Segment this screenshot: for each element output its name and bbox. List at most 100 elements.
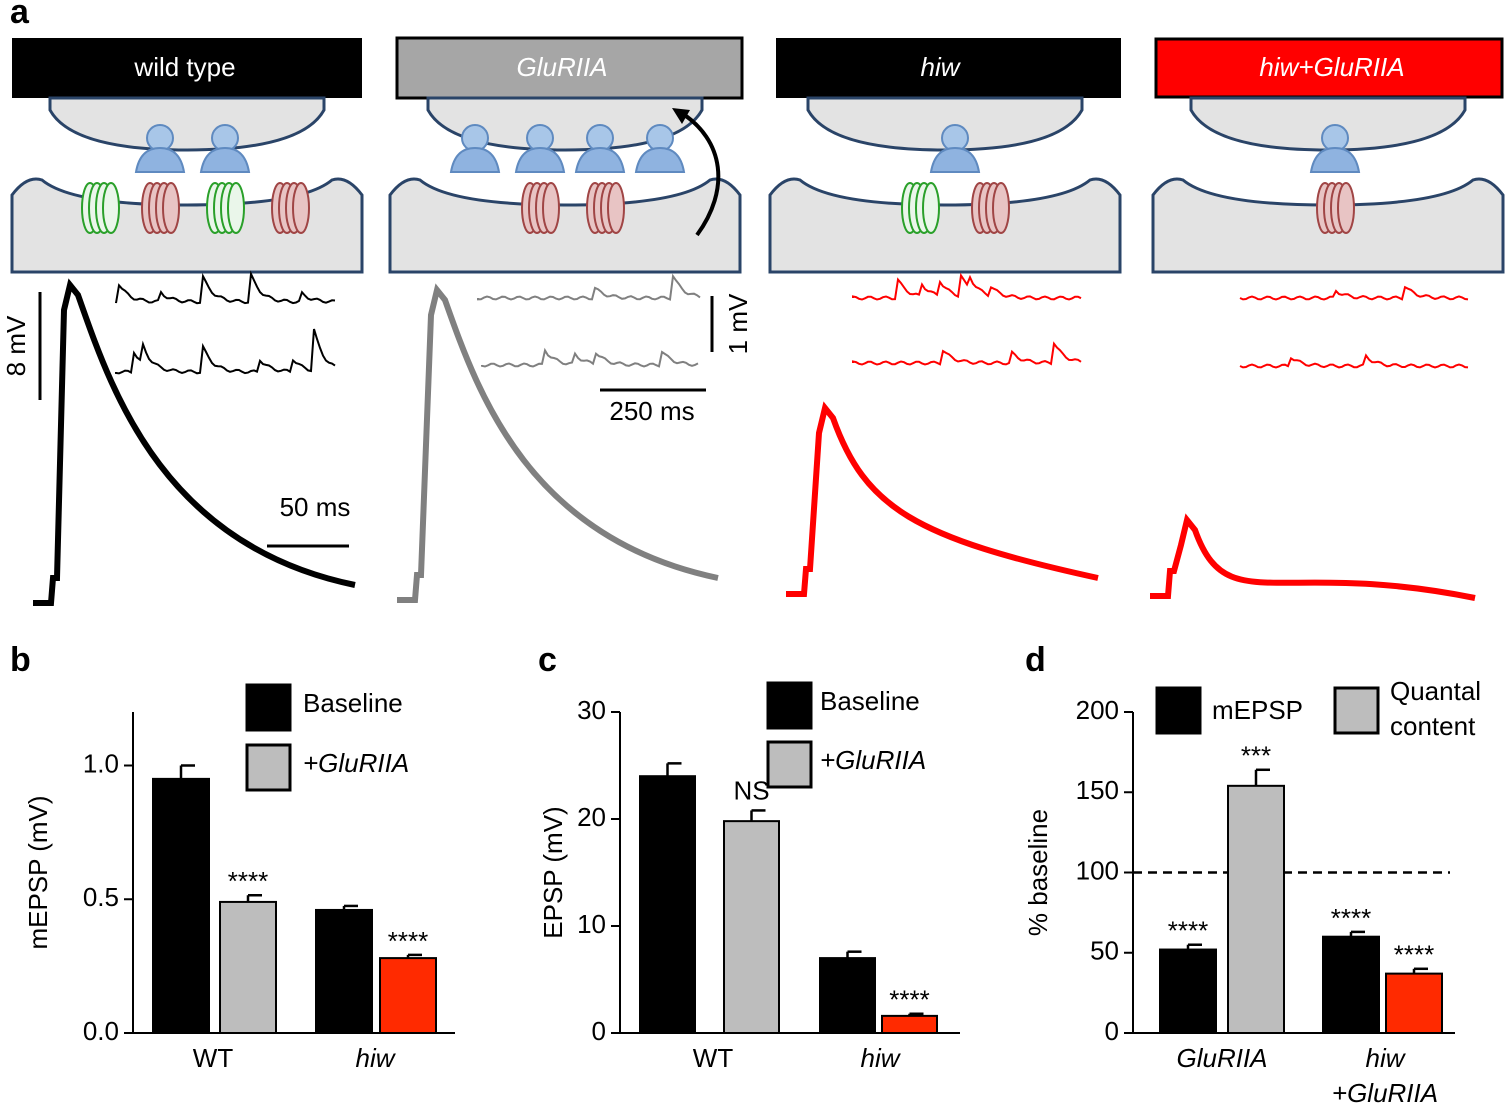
receptor-body (449, 146, 501, 173)
x-tick-label: +GluRIIA (1332, 1078, 1438, 1104)
arrow-head (672, 108, 690, 124)
mini-trace (1239, 353, 1469, 369)
y-tick-label: 20 (577, 802, 606, 832)
header-box (1154, 37, 1504, 99)
epsp-trace (786, 401, 1099, 597)
panel-letter: c (538, 641, 557, 679)
header-box (395, 36, 744, 100)
significance-label: **** (1394, 940, 1434, 970)
presynaptic-terminal (48, 96, 326, 152)
y-tick-label: 1.0 (83, 748, 119, 778)
legend-label: mEPSP (1212, 695, 1303, 725)
channel-subunit (922, 182, 940, 234)
postsynaptic-cell (388, 177, 742, 274)
receptor-body (1309, 146, 1361, 173)
legend-label: +GluRIIA (303, 748, 409, 778)
channel-subunit (542, 182, 560, 234)
mini-trace (1239, 285, 1469, 301)
scale-label: 250 ms (609, 396, 694, 426)
bar (152, 777, 210, 1034)
header-box (12, 38, 362, 98)
legend-swatch (1155, 686, 1202, 735)
scale-label: 8 mV (1, 315, 31, 376)
y-tick-label: 0.0 (83, 1016, 119, 1046)
legend-label: Quantal (1390, 676, 1481, 706)
postsynaptic-cell (768, 177, 1122, 274)
channel-subunit (607, 182, 625, 234)
x-tick-label: hiw (860, 1043, 901, 1073)
receptor-body (134, 146, 186, 173)
y-tick-label: 0.5 (83, 882, 119, 912)
mini-trace (477, 273, 701, 301)
bar (1159, 948, 1217, 1034)
receptor-body (199, 146, 251, 173)
bar (315, 908, 373, 1035)
y-axis-label: mEPSP (mV) (23, 795, 53, 949)
mini-trace (852, 341, 1082, 366)
y-tick-label: 150 (1076, 775, 1119, 805)
postsynaptic-cell (10, 177, 364, 274)
arrow (678, 110, 721, 237)
x-tick-label: hiw (355, 1043, 396, 1073)
y-tick-label: 50 (1090, 936, 1119, 966)
genotype-label: hiw (920, 52, 961, 82)
channel-subunit (227, 182, 245, 234)
y-axis-label: EPSP (mV) (538, 806, 568, 938)
y-tick-label: 200 (1076, 695, 1119, 725)
significance-label: NS (733, 775, 769, 805)
channel-subunit (102, 182, 120, 234)
x-tick-label: WT (693, 1043, 734, 1073)
legend-swatch (245, 743, 292, 792)
receptor-body (929, 146, 981, 173)
significance-label: *** (1241, 741, 1271, 771)
scale-label: 1 mV (723, 293, 753, 354)
scale-label: 50 ms (280, 492, 351, 522)
traces (33, 270, 1476, 606)
x-tick-label: WT (193, 1043, 234, 1073)
legend-label: +GluRIIA (820, 745, 926, 775)
panel-letter: d (1025, 641, 1046, 679)
bar (819, 957, 876, 1034)
genotype-label: wild type (133, 52, 235, 82)
significance-label: **** (388, 926, 428, 956)
epsp-trace (33, 278, 356, 606)
mini-trace (115, 328, 336, 375)
y-tick-label: 0 (1105, 1016, 1119, 1046)
mini-trace (481, 347, 699, 368)
significance-label: **** (228, 866, 268, 896)
bar (219, 900, 277, 1034)
bar (881, 1014, 938, 1035)
legend-swatch (766, 681, 813, 730)
receptor-body (514, 146, 566, 173)
epsp-trace (1150, 513, 1476, 601)
legend-swatch (766, 740, 813, 789)
bar (1322, 935, 1380, 1035)
mini-trace (852, 272, 1082, 301)
synapse-diagrams (10, 96, 1505, 274)
legend-label: Baseline (820, 686, 920, 716)
channel-subunit (992, 182, 1010, 234)
y-axis-label: % baseline (1023, 809, 1053, 936)
channel-subunit (162, 182, 180, 234)
significance-label: **** (889, 985, 929, 1015)
y-tick-label: 30 (577, 695, 606, 725)
bar (379, 957, 437, 1034)
receptor-body (574, 146, 626, 173)
legend-label: content (1390, 711, 1476, 741)
bar (1385, 972, 1443, 1034)
mini-trace (115, 270, 336, 305)
y-tick-label: 10 (577, 909, 606, 939)
genotype-label: hiw+GluRIIA (1259, 52, 1404, 82)
legend-swatch (1333, 686, 1380, 735)
bar (639, 775, 696, 1034)
y-tick-label: 100 (1076, 855, 1119, 885)
channel-subunit (1337, 182, 1355, 234)
bar (1227, 784, 1285, 1035)
header-box (776, 38, 1121, 98)
significance-label: **** (1331, 903, 1371, 933)
panel-letter: b (10, 641, 31, 679)
legend-label: Baseline (303, 688, 403, 718)
y-tick-label: 0 (592, 1016, 606, 1046)
epsp-trace (397, 283, 719, 603)
